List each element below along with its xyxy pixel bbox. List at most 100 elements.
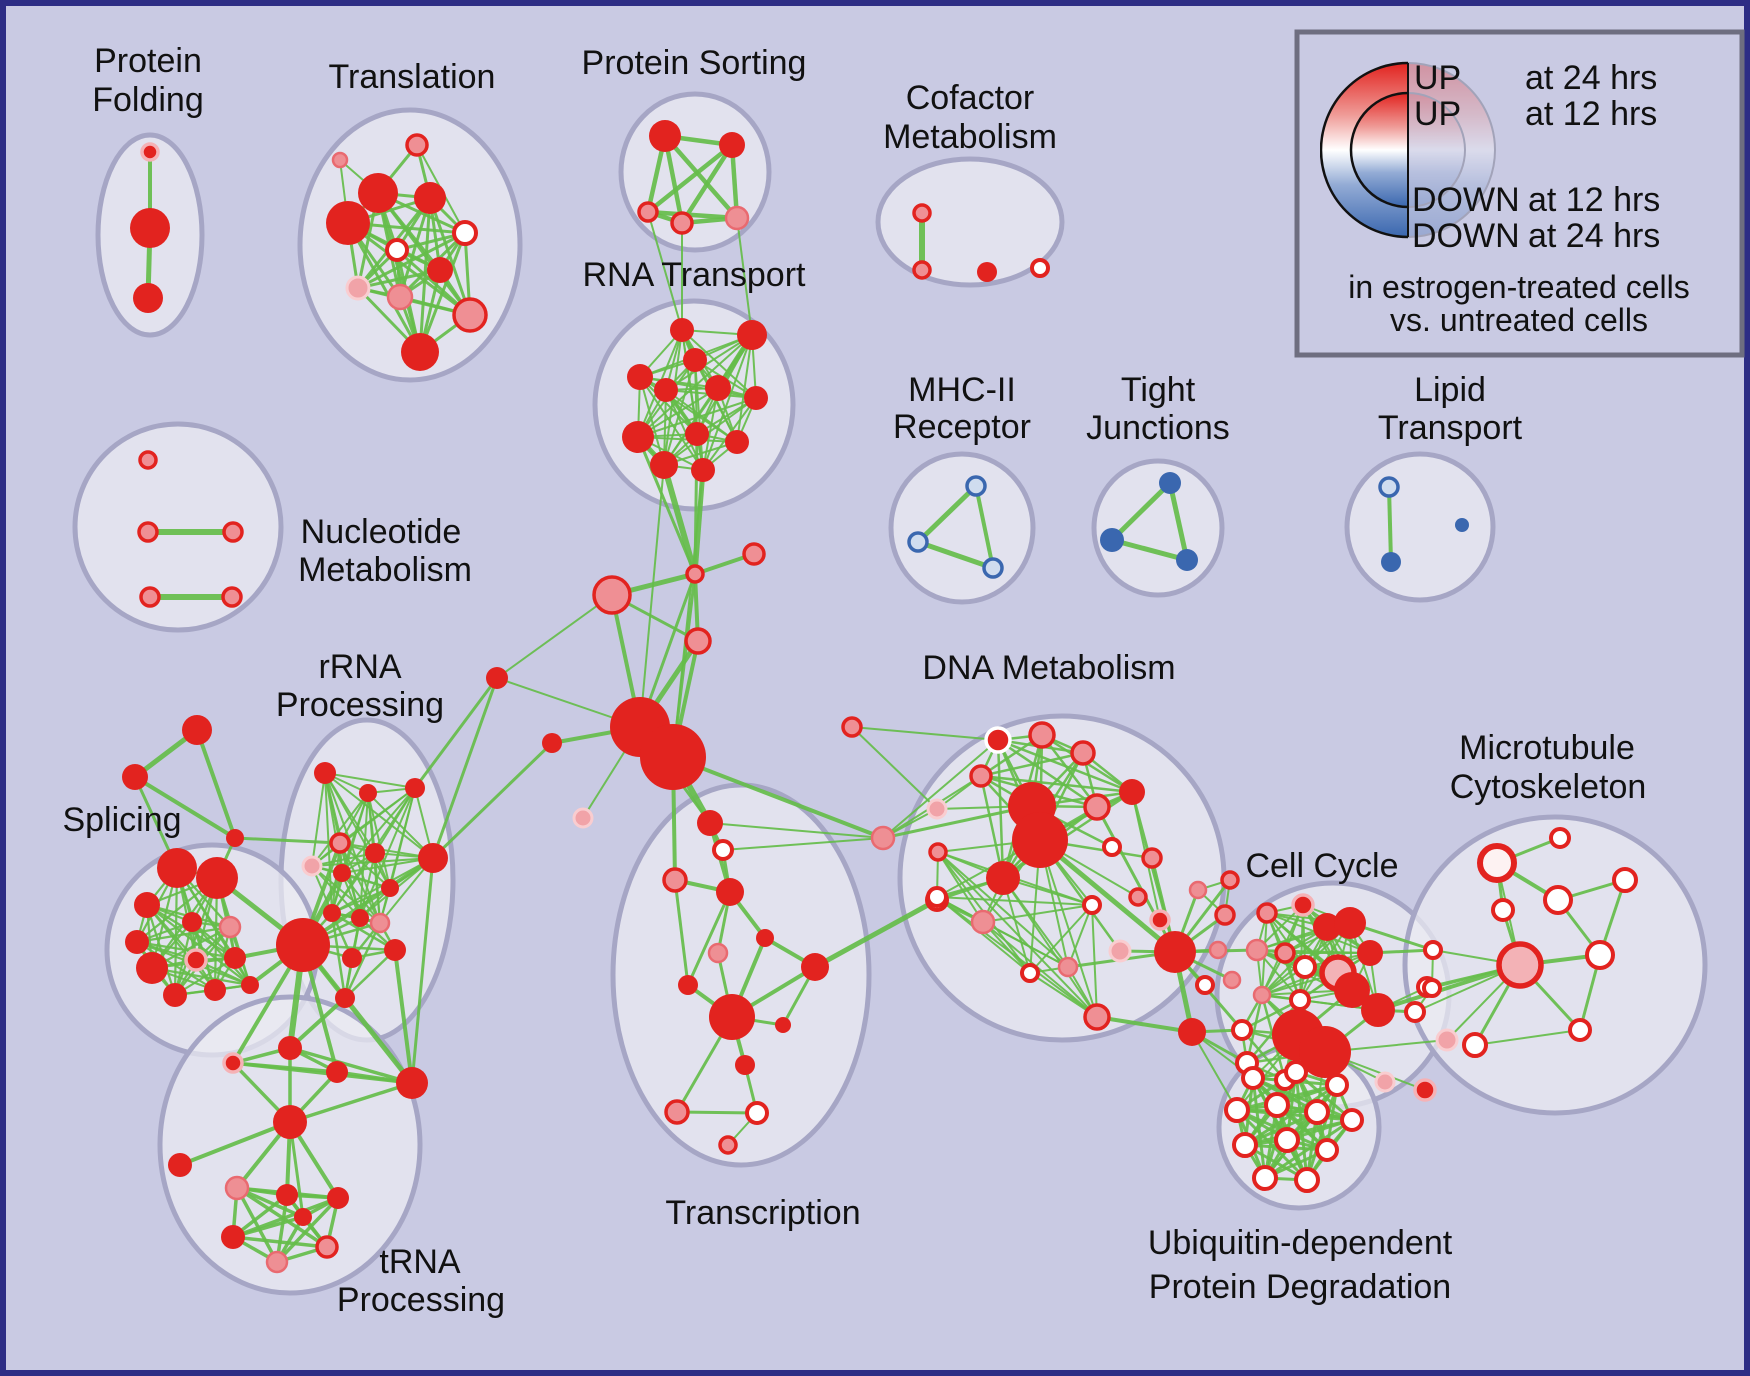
edge-rr5-rr12 bbox=[339, 842, 381, 924]
cluster-label-protein-folding-line1: Protein bbox=[94, 42, 202, 80]
edge-lt1-lt2 bbox=[1387, 486, 1393, 563]
edge-ub2-ub7 bbox=[1295, 1070, 1353, 1122]
network-node-br1 bbox=[870, 825, 896, 851]
network-node-lt2 bbox=[1381, 552, 1401, 572]
network-node-tc10 bbox=[735, 1055, 755, 1075]
network-node-dm6 bbox=[1083, 793, 1111, 821]
network-node-rr14 bbox=[384, 939, 406, 961]
network-node-rr1 bbox=[314, 762, 336, 784]
edge-rr1-rr6 bbox=[311, 772, 326, 867]
network-node-tl6 bbox=[385, 238, 409, 262]
legend-up-12-time: at 12 hrs bbox=[1525, 95, 1657, 133]
edge-tc1-br1 bbox=[709, 822, 884, 839]
edge-mh1-mh3 bbox=[974, 485, 995, 569]
cluster-label-translation-line1: Translation bbox=[329, 58, 496, 96]
network-node-tc2 bbox=[712, 839, 734, 861]
network-node-ft2 bbox=[122, 764, 148, 790]
network-node-tn9 bbox=[294, 1208, 312, 1226]
network-node-cc10 bbox=[1334, 972, 1370, 1008]
network-node-dm12 bbox=[1141, 847, 1163, 869]
cluster-label-trna-processing-line1: tRNA bbox=[379, 1243, 461, 1281]
network-node-pf1 bbox=[140, 142, 160, 162]
edge-rr2-rr6 bbox=[311, 792, 369, 867]
network-node-ps2 bbox=[719, 132, 745, 158]
cluster-label-protein-sorting-line1: Protein Sorting bbox=[582, 44, 807, 82]
edge-br1-dm1 bbox=[882, 739, 999, 839]
network-node-dm22 bbox=[1083, 1003, 1111, 1031]
edge-dm13-dm15 bbox=[937, 851, 984, 923]
network-node-tl10 bbox=[452, 297, 488, 333]
network-node-tn4 bbox=[276, 1184, 298, 1206]
network-node-dm10 bbox=[986, 861, 1020, 895]
cluster-ellipse-tight-junctions bbox=[1091, 458, 1225, 598]
edge-ps3-rt1 bbox=[647, 211, 683, 331]
edge-rr4-rr7 bbox=[341, 857, 434, 874]
network-node-tc8 bbox=[801, 953, 829, 981]
cluster-label-cofactor-metabolism-line2: Metabolism bbox=[883, 118, 1057, 156]
edge-rr5-rr11 bbox=[339, 842, 361, 919]
network-node-tn5 bbox=[327, 1187, 349, 1209]
edge-rr10-rr15 bbox=[330, 912, 347, 999]
cluster-ellipse-lipid-transport bbox=[1344, 451, 1496, 603]
network-node-rt1 bbox=[670, 318, 694, 342]
cluster-label-cell-cycle-line1: Cell Cycle bbox=[1245, 847, 1398, 885]
network-node-rt5 bbox=[654, 378, 678, 402]
edge-rr3-rr7 bbox=[341, 787, 416, 874]
edge-cchub2-ub4 bbox=[1191, 1031, 1238, 1111]
network-node-tc9 bbox=[709, 994, 755, 1040]
network-node-mt1 bbox=[1477, 843, 1517, 883]
network-node-cf3 bbox=[977, 262, 997, 282]
edge-dm16-dm22 bbox=[1091, 904, 1098, 1018]
network-node-rr7 bbox=[333, 864, 351, 882]
network-node-cc10b bbox=[1361, 993, 1395, 1027]
network-node-nm3 bbox=[222, 521, 244, 543]
network-node-dm1 bbox=[984, 726, 1012, 754]
network-node-rt10 bbox=[725, 430, 749, 454]
network-node-rt11 bbox=[650, 451, 678, 479]
network-node-dm0 bbox=[841, 716, 863, 738]
edge-tl5-tl8 bbox=[357, 231, 466, 290]
edge-rr8-rr10 bbox=[331, 852, 376, 914]
edge-tn5-tn8 bbox=[275, 1196, 340, 1264]
network-node-cc8 bbox=[1357, 940, 1383, 966]
network-node-ft1 bbox=[182, 715, 212, 745]
network-node-cf1 bbox=[912, 203, 932, 223]
network-node-mh3 bbox=[982, 557, 1004, 579]
network-node-ib3 bbox=[572, 807, 594, 829]
network-node-ub10 bbox=[1315, 1138, 1339, 1162]
network-node-dm17 bbox=[1128, 887, 1148, 907]
network-node-tc7 bbox=[678, 975, 698, 995]
network-node-ub1 bbox=[1241, 1066, 1265, 1090]
cluster-label-nucleotide-metabolism-line1: Nucleotide bbox=[301, 513, 462, 551]
edge-tj2-tj3 bbox=[1111, 537, 1188, 563]
edge-tn13-hub1 bbox=[301, 943, 414, 1085]
network-node-rr11 bbox=[351, 909, 369, 927]
edge-dm14-dm16 bbox=[936, 896, 1093, 906]
edge-tj1-tj2 bbox=[1110, 481, 1172, 542]
network-node-ub6 bbox=[1304, 1099, 1330, 1125]
edge-rr12-rr15 bbox=[343, 922, 382, 999]
cluster-label-nucleotide-metabolism-line2: Metabolism bbox=[298, 551, 472, 589]
cluster-label-ubiquitin-degradation-line1: Ubiquitin-dependent bbox=[1148, 1224, 1453, 1262]
cluster-label-tight-junctions-line2: Junctions bbox=[1086, 409, 1230, 447]
network-node-cc3 bbox=[1245, 938, 1269, 962]
cluster-label-mhc-ii-receptor-line1: MHC-II bbox=[908, 371, 1016, 409]
edge-dm9-cchub1 bbox=[1038, 838, 1177, 954]
network-node-dm2 bbox=[1028, 721, 1056, 749]
edge-dm0-dm1 bbox=[851, 726, 999, 741]
network-node-dm16 bbox=[1082, 895, 1102, 915]
network-node-nm1 bbox=[138, 450, 158, 470]
cluster-label-ubiquitin-degradation-line2: Protein Degradation bbox=[1149, 1268, 1451, 1306]
edge-mt11-mt10 bbox=[1474, 1029, 1581, 1046]
edge-ps3-ps5 bbox=[647, 209, 738, 221]
network-node-dm4 bbox=[969, 764, 993, 788]
cluster-ellipse-nucleotide-metabolism bbox=[72, 421, 284, 633]
network-node-nm5 bbox=[221, 586, 243, 608]
network-node-rr9 bbox=[381, 879, 399, 897]
network-node-tl7 bbox=[427, 257, 453, 283]
edge-tl7-tl8 bbox=[357, 268, 441, 290]
network-node-cc19 bbox=[1188, 880, 1208, 900]
